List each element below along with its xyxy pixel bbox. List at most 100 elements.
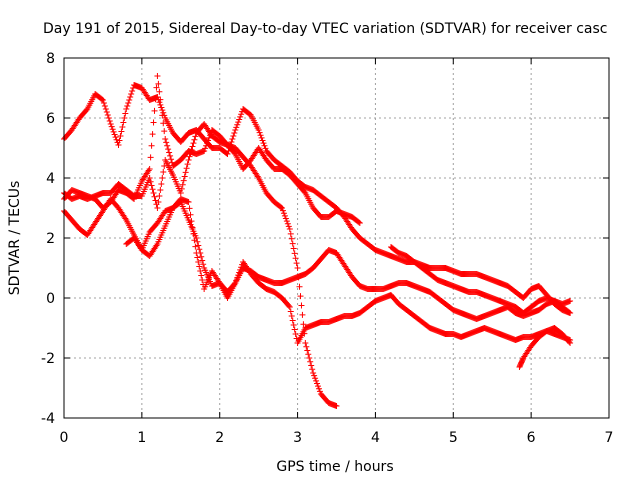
data-point xyxy=(297,293,304,300)
data-point xyxy=(185,157,192,163)
data-layer xyxy=(61,73,574,409)
data-point xyxy=(103,109,110,115)
x-tick-label: 7 xyxy=(605,430,614,446)
data-point xyxy=(308,362,315,369)
data-point xyxy=(155,80,162,87)
tick-labels: 0 1 2 3 4 5 6 7 -4 -2 0 2 4 6 8 xyxy=(41,51,613,446)
data-point xyxy=(151,193,158,200)
data-point xyxy=(262,145,269,152)
data-point xyxy=(187,211,194,218)
data-point xyxy=(202,145,209,152)
data-point xyxy=(199,257,206,264)
data-point xyxy=(290,245,297,252)
data-point xyxy=(281,212,288,219)
series-track-5 xyxy=(123,199,574,346)
data-point xyxy=(159,112,166,119)
data-point xyxy=(194,238,201,245)
data-point xyxy=(232,280,239,286)
data-point xyxy=(296,283,303,290)
y-tick-label: -4 xyxy=(41,411,55,427)
data-point xyxy=(286,304,293,310)
data-point xyxy=(278,204,285,211)
data-point xyxy=(184,161,191,168)
data-point xyxy=(260,140,267,147)
data-point xyxy=(156,99,163,106)
data-point xyxy=(124,103,131,109)
data-point xyxy=(150,190,157,196)
data-point xyxy=(290,322,297,328)
series-track-7 xyxy=(516,325,574,370)
data-point xyxy=(162,136,169,142)
data-point xyxy=(147,178,154,185)
data-point xyxy=(200,261,207,268)
data-point xyxy=(157,187,164,193)
data-point xyxy=(285,223,292,230)
data-point xyxy=(177,190,184,196)
data-point xyxy=(282,215,289,222)
data-point xyxy=(179,181,186,188)
data-point xyxy=(156,88,163,95)
data-point xyxy=(182,169,189,176)
x-axis-label: GPS time / hours xyxy=(276,459,393,475)
data-point xyxy=(152,197,159,204)
y-tick-label: 8 xyxy=(46,51,55,67)
x-tick-label: 0 xyxy=(60,430,69,446)
data-point xyxy=(100,100,107,106)
data-point xyxy=(156,193,163,199)
data-point xyxy=(197,250,204,256)
data-point xyxy=(238,264,245,271)
data-point xyxy=(236,116,243,123)
data-point xyxy=(123,106,130,112)
data-point xyxy=(185,199,192,205)
data-point xyxy=(280,210,287,217)
x-tick-label: 2 xyxy=(215,430,224,446)
data-point xyxy=(108,123,115,130)
data-point xyxy=(194,254,201,261)
y-tick-label: 4 xyxy=(46,171,55,187)
data-point xyxy=(237,266,244,273)
data-point xyxy=(257,132,264,139)
data-point xyxy=(111,131,118,138)
y-tick-label: 0 xyxy=(46,291,55,307)
data-point xyxy=(315,383,322,390)
data-point xyxy=(154,73,161,79)
data-point xyxy=(154,205,161,211)
series-track-6 xyxy=(388,244,574,316)
data-point xyxy=(157,101,164,108)
data-point xyxy=(189,143,196,150)
data-point xyxy=(316,388,323,395)
data-point xyxy=(159,107,166,114)
data-point xyxy=(294,265,301,271)
data-point xyxy=(235,119,242,126)
x-tick-label: 5 xyxy=(449,430,458,446)
data-point xyxy=(256,129,263,136)
data-point xyxy=(120,119,127,126)
data-point xyxy=(237,113,244,120)
data-point xyxy=(203,142,210,149)
data-point xyxy=(289,240,296,247)
data-point xyxy=(110,128,117,135)
data-point xyxy=(198,272,205,279)
data-point xyxy=(164,142,171,149)
data-point xyxy=(311,372,318,379)
data-point xyxy=(148,142,155,149)
data-point xyxy=(126,97,133,103)
data-point xyxy=(288,235,295,242)
data-point xyxy=(238,111,245,118)
data-point xyxy=(292,331,299,337)
data-point xyxy=(163,139,170,146)
data-point xyxy=(302,340,309,346)
data-point xyxy=(285,302,292,309)
data-point xyxy=(231,130,238,136)
data-point xyxy=(567,310,574,316)
data-point xyxy=(157,96,164,103)
data-point xyxy=(233,124,240,131)
data-point xyxy=(236,269,243,276)
data-point xyxy=(224,151,231,157)
data-point xyxy=(127,94,134,100)
data-point xyxy=(187,150,194,157)
data-point xyxy=(149,186,156,193)
data-point xyxy=(159,175,166,181)
data-point xyxy=(195,242,202,249)
data-point xyxy=(153,84,160,91)
